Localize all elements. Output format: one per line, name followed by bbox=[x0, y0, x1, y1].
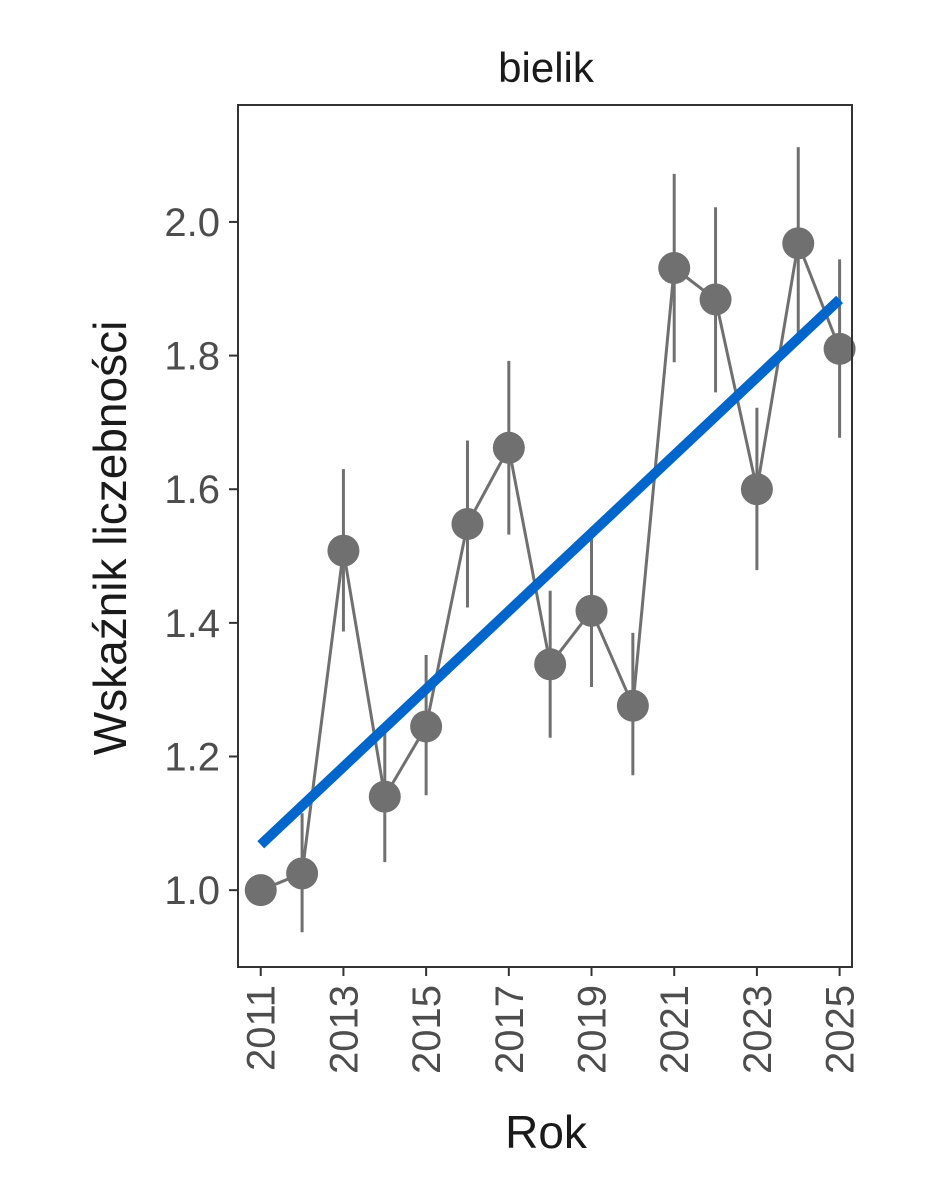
y-tick-label: 1.2 bbox=[164, 736, 220, 780]
x-tick-label: 2023 bbox=[736, 985, 780, 1074]
y-tick-label: 1.6 bbox=[164, 468, 220, 512]
y-tick-label: 2.0 bbox=[164, 201, 220, 245]
data-point bbox=[244, 874, 277, 907]
y-tick-label: 1.8 bbox=[164, 335, 220, 379]
data-point bbox=[782, 227, 815, 260]
data-point bbox=[327, 534, 360, 567]
y-tick-label: 1.0 bbox=[164, 869, 220, 913]
data-point bbox=[492, 431, 525, 464]
axes-layer: 1.0 1.2 1.4 1.6 1.8 2.0 2011 2013 2015 2017 2019 20… bbox=[164, 201, 862, 1074]
data-point bbox=[823, 332, 856, 365]
x-tick-label: 2015 bbox=[405, 985, 449, 1074]
plot-panel-border bbox=[237, 104, 853, 968]
data-point bbox=[616, 689, 649, 722]
data-point bbox=[534, 648, 567, 681]
x-tick-label: 2019 bbox=[571, 985, 615, 1074]
data-point bbox=[368, 780, 401, 813]
y-axis-title: Wskaźnik liczebności bbox=[84, 321, 136, 756]
data-point bbox=[658, 252, 691, 285]
data-point bbox=[286, 857, 319, 890]
data-point bbox=[451, 507, 484, 540]
x-axis-title: Rok bbox=[505, 1106, 588, 1158]
trend-line bbox=[257, 295, 844, 849]
data-point bbox=[699, 283, 732, 316]
x-tick-label: 2021 bbox=[653, 985, 697, 1074]
chart-title: bielik bbox=[498, 44, 595, 91]
x-tick-label: 2013 bbox=[322, 985, 366, 1074]
x-tick-label: 2025 bbox=[819, 985, 863, 1074]
data-point bbox=[740, 473, 773, 506]
x-tick-label: 2017 bbox=[488, 985, 532, 1074]
plot-layer bbox=[244, 147, 856, 933]
y-tick-label: 1.4 bbox=[164, 602, 220, 646]
data-point bbox=[410, 710, 443, 743]
x-tick-label: 2011 bbox=[240, 985, 284, 1071]
data-point bbox=[575, 594, 608, 627]
